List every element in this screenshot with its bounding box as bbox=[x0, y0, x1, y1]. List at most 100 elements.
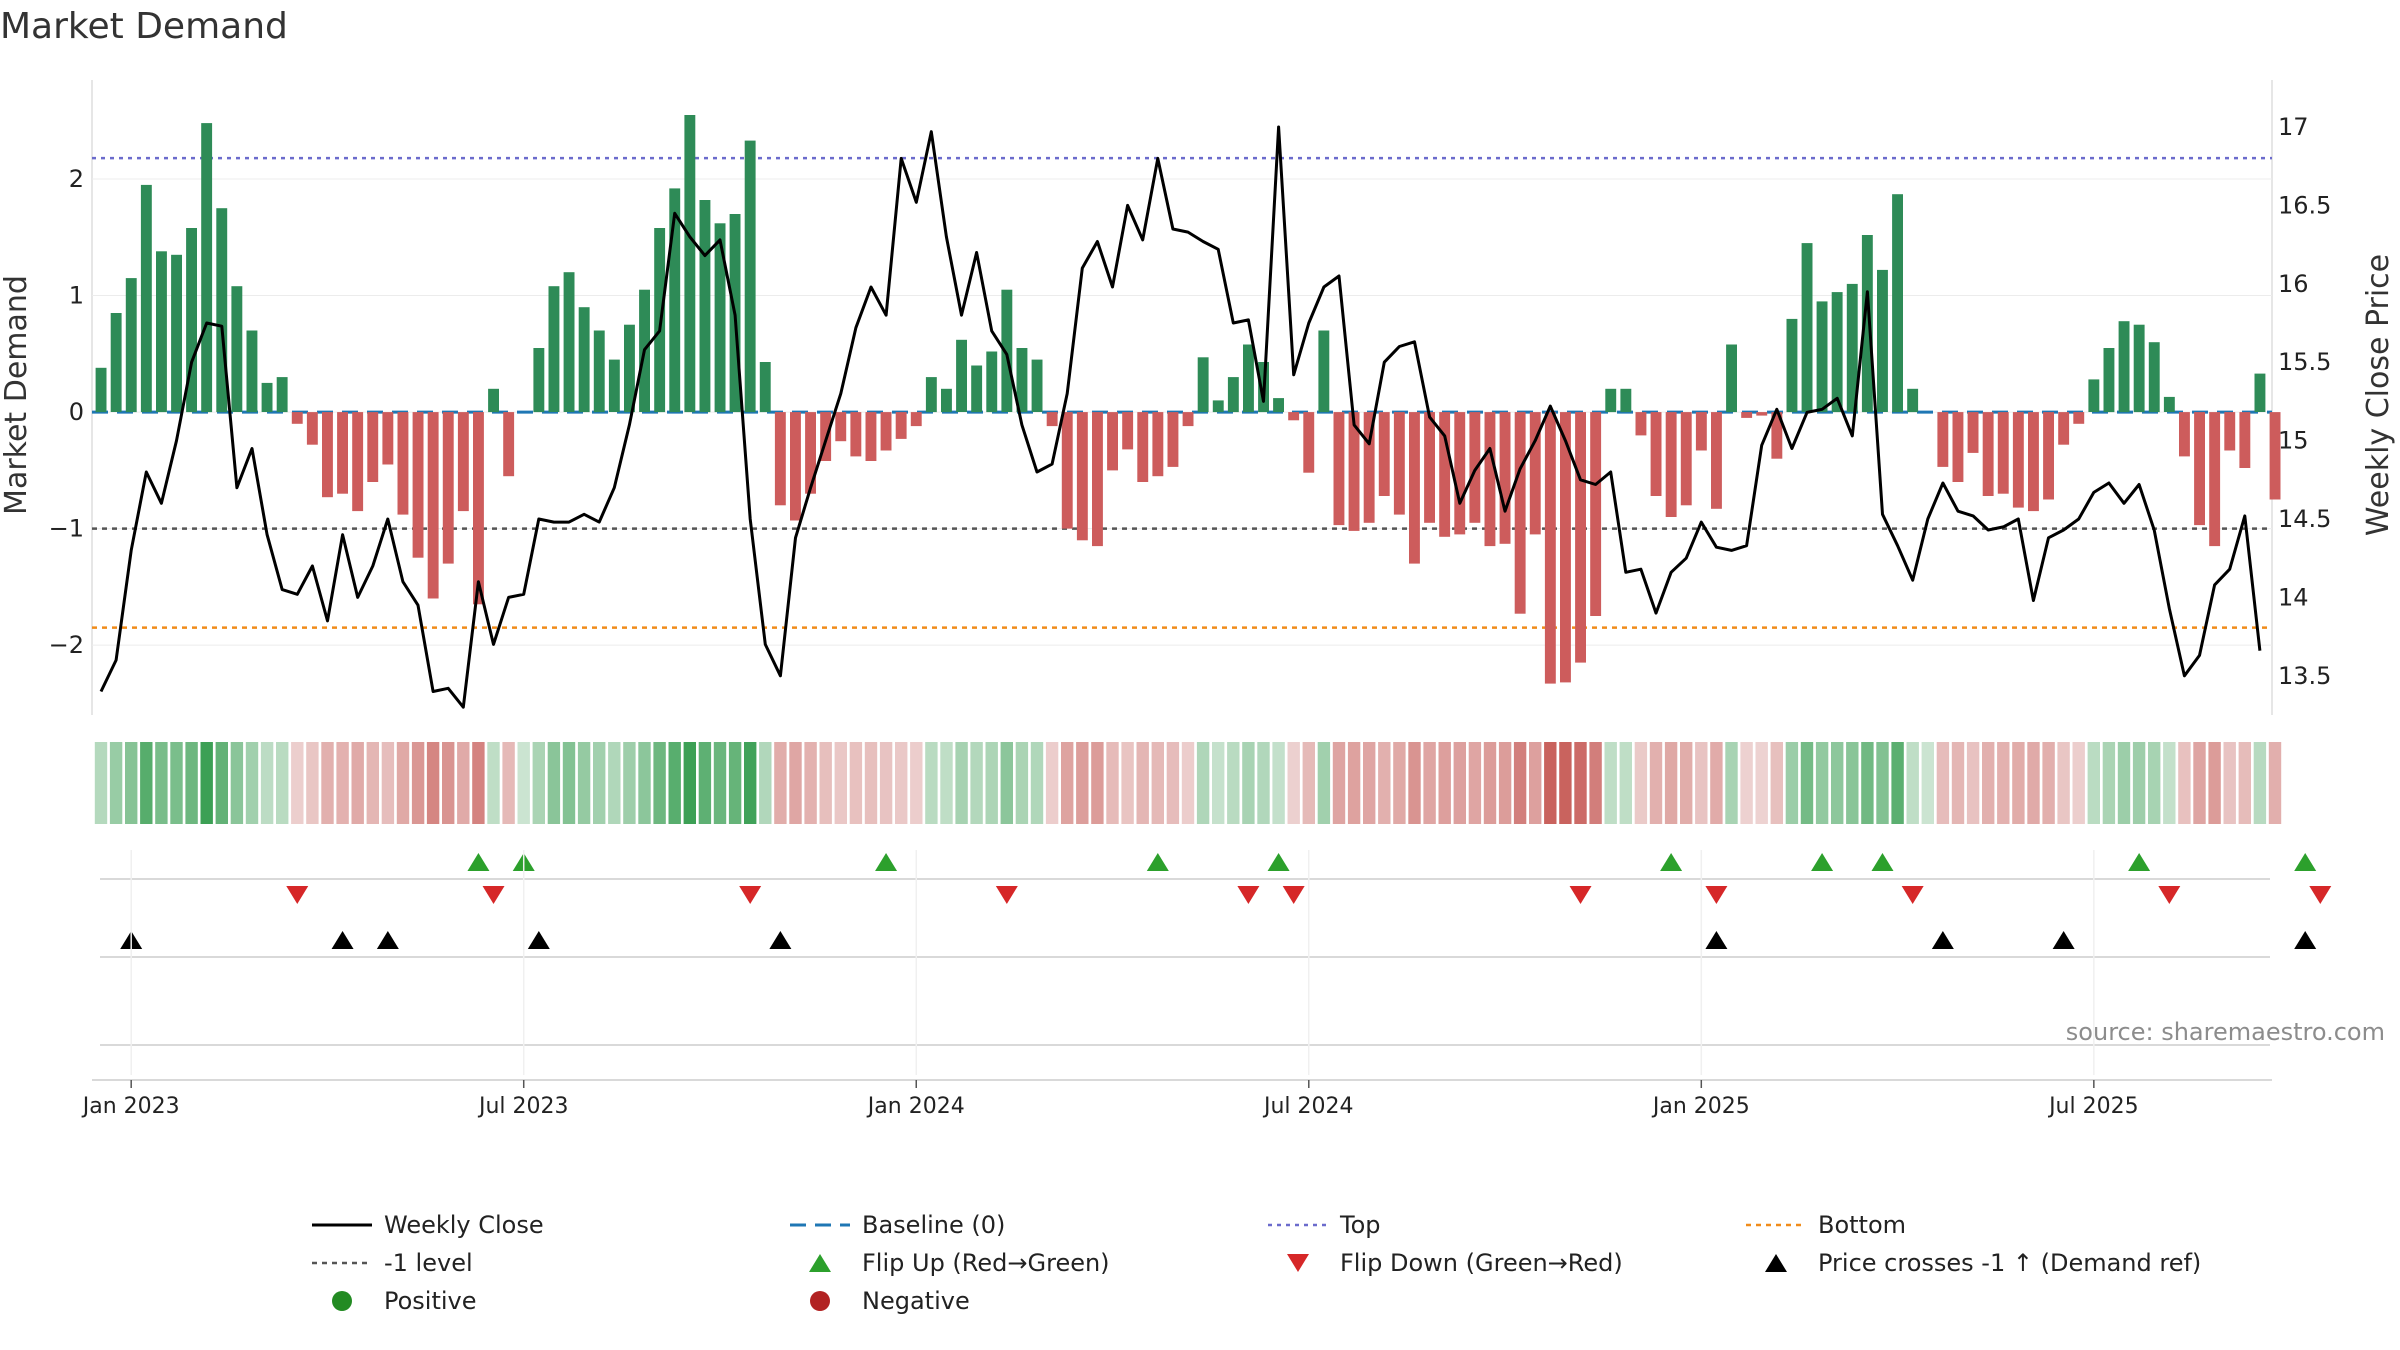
demand-bar bbox=[382, 412, 394, 465]
heat-cell bbox=[1921, 742, 1934, 824]
heat-cell bbox=[2223, 742, 2236, 824]
demand-bar bbox=[805, 412, 816, 494]
demand-bar bbox=[2194, 412, 2205, 526]
legend-label: Positive bbox=[384, 1287, 477, 1315]
heat-cell bbox=[1604, 742, 1617, 824]
heat-cell bbox=[306, 742, 319, 824]
heat-cell bbox=[1906, 742, 1919, 824]
right-tick-label: 16.5 bbox=[2278, 191, 2331, 219]
demand-bar bbox=[1937, 412, 1949, 467]
heat-cell bbox=[577, 742, 591, 824]
price-cross-marker bbox=[2052, 931, 2075, 949]
heat-cell bbox=[1966, 742, 1980, 824]
heat-cell bbox=[683, 742, 696, 824]
demand-bar bbox=[488, 388, 499, 413]
legend-label: -1 level bbox=[384, 1249, 473, 1277]
demand-bar bbox=[1288, 412, 1300, 421]
heat-cell bbox=[653, 742, 666, 824]
heat-cell bbox=[1347, 742, 1361, 824]
heat-cell bbox=[532, 742, 545, 824]
heat-cell bbox=[2193, 742, 2206, 824]
demand-bar bbox=[2073, 412, 2085, 424]
demand-bar bbox=[1982, 412, 1994, 496]
demand-bar bbox=[1665, 412, 1677, 517]
flip-down-marker bbox=[1282, 886, 1305, 904]
heat-cell bbox=[2102, 742, 2116, 824]
heat-cell bbox=[668, 742, 681, 824]
right-axis-label: Weekly Close Price bbox=[2361, 254, 2396, 536]
demand-bar bbox=[925, 377, 937, 413]
demand-bar bbox=[1967, 412, 1979, 453]
demand-bar bbox=[1605, 388, 1617, 413]
demand-bar bbox=[578, 307, 590, 413]
demand-bar bbox=[1861, 235, 1873, 413]
demand-bar bbox=[1227, 377, 1239, 413]
heat-cell bbox=[1982, 742, 1995, 824]
demand-bar bbox=[1212, 400, 1224, 413]
demand-bar bbox=[1756, 412, 1768, 416]
flip-down-marker bbox=[1237, 886, 1260, 904]
demand-bar bbox=[1197, 357, 1209, 413]
demand-bar bbox=[774, 412, 786, 506]
legend: Weekly Close Baseline (0) Top Bottom -1 leve… bbox=[312, 1211, 2201, 1315]
left-tick-label: 0 bbox=[69, 398, 84, 426]
flip-up-marker bbox=[1146, 853, 1169, 871]
demand-bar bbox=[850, 412, 862, 457]
heat-cell bbox=[1000, 742, 1013, 824]
legend-item-minus-one: -1 level bbox=[312, 1249, 473, 1277]
legend-swatch bbox=[332, 1291, 352, 1311]
demand-bar bbox=[1892, 194, 1903, 413]
heat-cell bbox=[1091, 742, 1104, 824]
heat-cell bbox=[1997, 742, 2010, 824]
flip-up-marker bbox=[1267, 853, 1290, 871]
heat-cell bbox=[910, 742, 923, 824]
heat-cell bbox=[562, 742, 576, 824]
heat-cell bbox=[487, 742, 500, 824]
heat-cell bbox=[1076, 742, 1089, 824]
date-tick-label: Jul 2025 bbox=[2047, 1094, 2139, 1119]
demand-bar bbox=[246, 330, 258, 413]
demand-bar bbox=[1786, 318, 1798, 413]
heat-cell bbox=[1831, 742, 1844, 824]
demand-bar bbox=[125, 278, 137, 413]
heat-cell bbox=[608, 742, 621, 824]
demand-bar bbox=[1952, 412, 1964, 482]
legend-label: Flip Down (Green→Red) bbox=[1340, 1249, 1623, 1277]
price-cross-marker bbox=[1931, 931, 1954, 949]
demand-bar bbox=[1378, 412, 1390, 496]
heat-cell bbox=[1891, 742, 1904, 824]
heat-cell bbox=[200, 742, 213, 824]
heat-cell bbox=[2208, 742, 2221, 824]
date-axis: Jan 2023 Jul 2023 Jan 2024 Jul 2024 Jan 2025… bbox=[81, 850, 2139, 1119]
heat-cell bbox=[2268, 742, 2282, 824]
heat-cell bbox=[276, 742, 289, 824]
price-cross-marker bbox=[527, 931, 550, 949]
demand-bar bbox=[1801, 243, 1813, 412]
heat-cell bbox=[774, 742, 787, 824]
left-tick-label: 1 bbox=[69, 282, 84, 310]
heat-cell bbox=[1695, 742, 1708, 824]
heat-cell bbox=[2117, 742, 2131, 824]
heat-cell bbox=[713, 742, 727, 824]
demand-bar bbox=[1001, 289, 1013, 412]
demand-bar bbox=[140, 184, 152, 413]
right-tick-label: 17 bbox=[2278, 113, 2309, 141]
heat-cell bbox=[230, 742, 244, 824]
heat-cell bbox=[1317, 742, 1331, 824]
demand-bar bbox=[322, 412, 333, 498]
price-cross-marker bbox=[331, 931, 354, 949]
reference-lines bbox=[92, 156, 2272, 629]
demand-bar bbox=[503, 412, 515, 477]
demand-bar bbox=[2224, 412, 2236, 451]
heat-cell bbox=[366, 742, 379, 824]
flip-down-marker bbox=[1705, 886, 1728, 904]
flip-up-marker bbox=[1811, 853, 1834, 871]
heat-cell bbox=[1544, 742, 1557, 824]
demand-bar bbox=[1711, 412, 1722, 509]
demand-bar bbox=[684, 115, 696, 413]
right-axis-ticks: 17 16.5 16 15.5 15 14.5 14 13.5 bbox=[2278, 113, 2331, 690]
demand-bar bbox=[2239, 412, 2251, 468]
demand-bar bbox=[186, 228, 197, 413]
demand-bar bbox=[971, 365, 983, 413]
demand-bar bbox=[669, 188, 681, 413]
